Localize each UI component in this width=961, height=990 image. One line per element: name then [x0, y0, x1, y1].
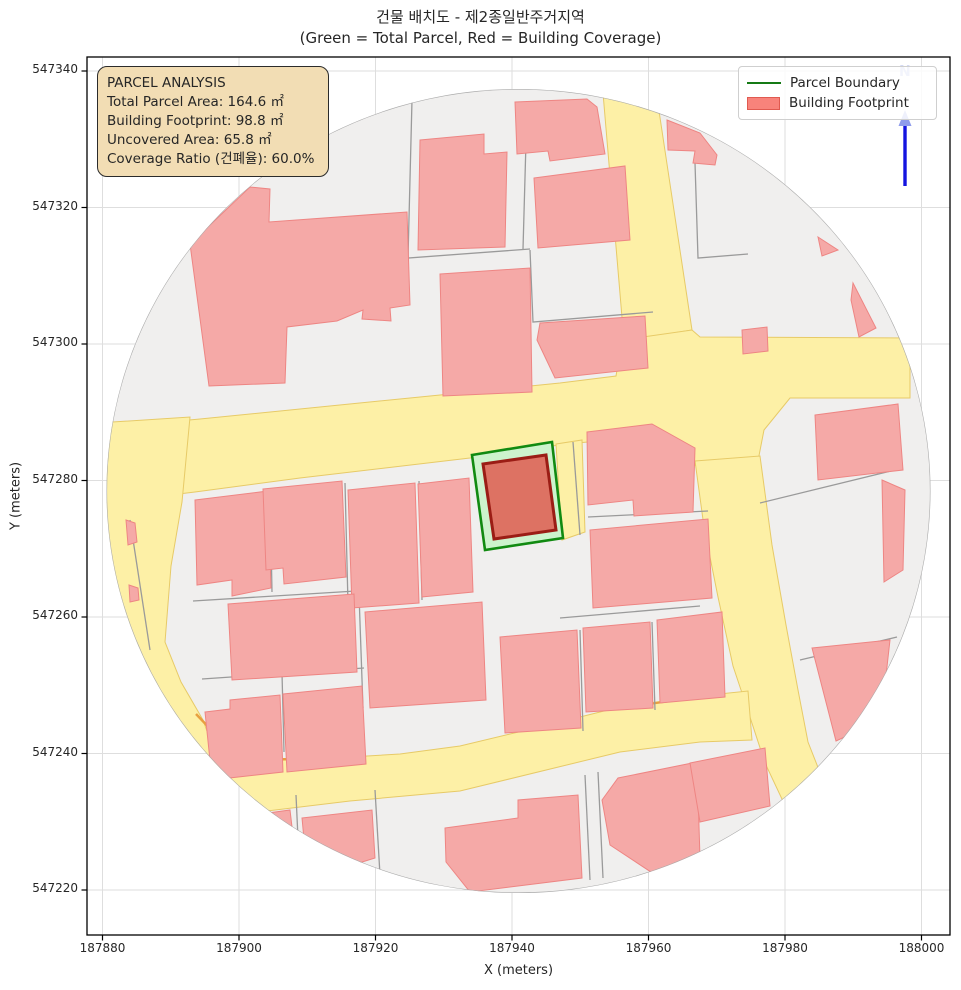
red-patch-swatch-icon — [747, 96, 780, 110]
x-tick-label: 187980 — [762, 941, 808, 955]
map-layers — [106, 89, 931, 893]
legend-item-parcel-boundary: Parcel Boundary — [747, 73, 928, 93]
building — [282, 685, 367, 773]
building — [227, 593, 358, 681]
infobox-title: PARCEL ANALYSIS — [107, 75, 226, 91]
building — [417, 477, 474, 598]
building — [514, 98, 606, 162]
infobox-line: Total Parcel Area: 164.6 ㎡ — [107, 94, 284, 110]
tick-marks — [81, 70, 923, 941]
building — [850, 281, 877, 338]
building — [444, 794, 583, 893]
infobox-line: Building Footprint: 98.8 ㎡ — [107, 113, 284, 129]
axes-frame — [86, 56, 951, 936]
target-building-footprint — [481, 453, 558, 541]
x-tick-label: 187940 — [489, 941, 535, 955]
page-title: 건물 배치도 - 제2종일반주거지역 — [376, 8, 585, 26]
x-tick-label: 187960 — [625, 941, 672, 955]
legend-label: Parcel Boundary — [790, 75, 900, 91]
green-line-swatch-icon — [747, 82, 781, 84]
building — [499, 629, 582, 734]
building — [589, 518, 713, 609]
infobox-line: Coverage Ratio (건폐율): 60.0% — [107, 151, 315, 167]
building — [656, 611, 726, 704]
building — [582, 621, 654, 713]
x-tick-label: 187880 — [79, 941, 126, 955]
building — [347, 482, 420, 609]
building — [817, 235, 840, 257]
building — [262, 480, 347, 585]
parcel-analysis-box: PARCEL ANALYSIS Total Parcel Area: 164.6… — [97, 66, 329, 177]
y-tick-label: 547220 — [32, 881, 78, 895]
x-tick-label: 187900 — [216, 941, 262, 955]
y-tick-label: 547340 — [32, 62, 78, 76]
north-arrow-icon — [898, 110, 912, 186]
building — [364, 601, 487, 709]
building — [533, 165, 631, 249]
infobox-line: Uncovered Area: 65.8 ㎡ — [107, 132, 272, 148]
building — [128, 584, 140, 603]
page-subtitle: (Green = Total Parcel, Red = Building Co… — [299, 29, 662, 47]
building — [814, 403, 904, 481]
y-tick-label: 547260 — [32, 608, 78, 622]
building — [586, 423, 696, 517]
building — [881, 479, 906, 583]
building — [267, 809, 293, 831]
building — [189, 186, 411, 387]
y-tick-label: 547280 — [32, 471, 78, 486]
building — [194, 490, 272, 597]
legend-label: Building Footprint — [789, 95, 909, 111]
y-axis-label: Y (meters) — [8, 461, 24, 531]
building — [439, 267, 533, 397]
legend: Parcel Boundary Building Footprint — [738, 66, 937, 120]
x-tick-label: 187920 — [352, 941, 399, 955]
y-tick-label: 547320 — [32, 198, 78, 213]
y-tick-label: 547300 — [32, 335, 78, 349]
building — [125, 519, 138, 546]
x-axis-label: X (meters) — [483, 963, 554, 978]
y-tick-label: 547240 — [32, 744, 78, 759]
building — [536, 315, 649, 379]
building — [689, 747, 771, 823]
building — [741, 326, 769, 355]
building — [417, 133, 508, 251]
building — [666, 119, 718, 166]
x-tick-label: 188000 — [898, 941, 945, 955]
legend-item-building-footprint: Building Footprint — [747, 93, 928, 113]
